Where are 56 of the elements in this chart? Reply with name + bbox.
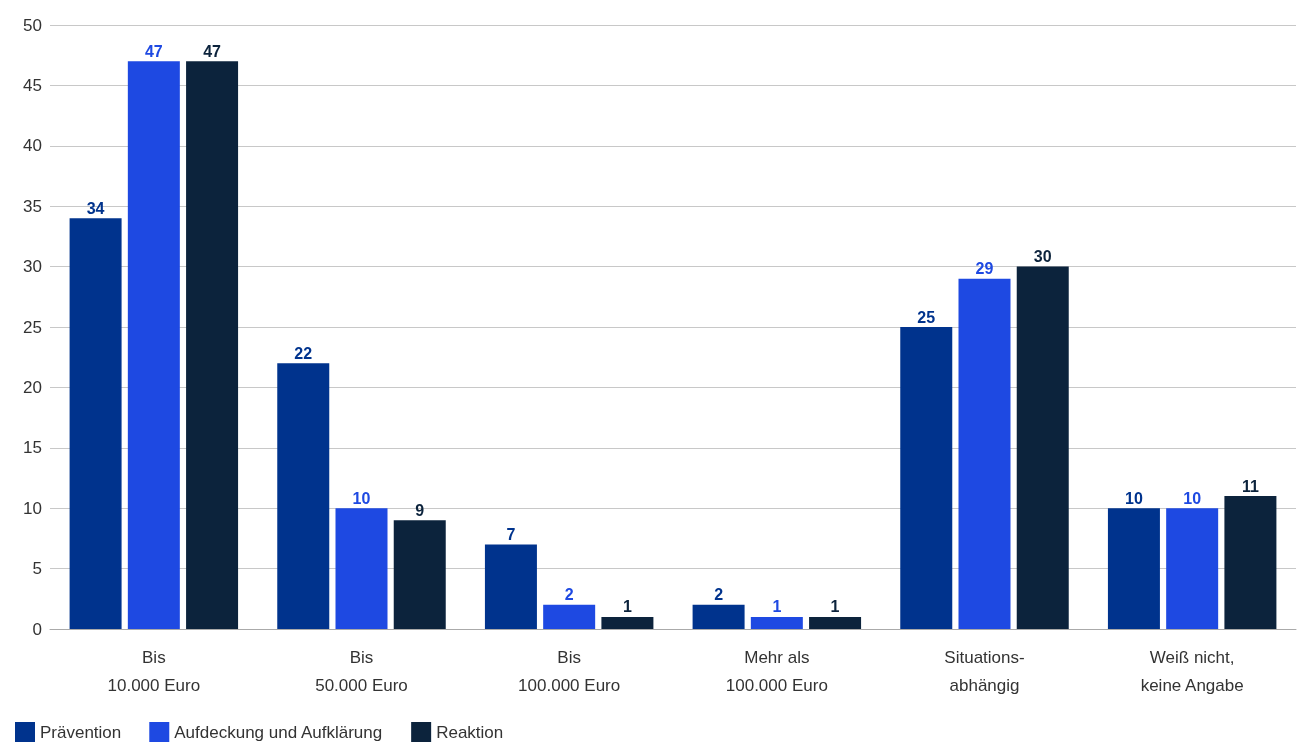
bar	[809, 616, 862, 629]
x-tick-label: Weiß nicht, keine Angabe	[1140, 647, 1244, 695]
y-tick-label: 50	[23, 15, 42, 35]
bar	[1166, 508, 1219, 629]
data-label: 1	[772, 598, 782, 616]
bar	[335, 508, 388, 629]
y-tick-label: 35	[23, 196, 42, 216]
bar	[750, 616, 803, 629]
data-label: 1	[830, 598, 840, 616]
legend-label: Prävention	[40, 722, 122, 742]
data-label: 10	[1125, 489, 1143, 507]
x-tick-label: Bis 50.000 Euro	[315, 647, 408, 695]
x-tick-label: Mehr als 100.000 Euro	[725, 647, 828, 695]
bar	[1016, 266, 1069, 629]
legend-label: Reaktion	[436, 722, 504, 742]
bar	[186, 61, 239, 629]
y-tick-label: 20	[23, 377, 42, 397]
x-tick-label: Bis 10.000 Euro	[107, 647, 201, 695]
y-tick-label: 15	[23, 438, 42, 458]
data-label: 2	[564, 586, 574, 604]
x-tick-label: Bis 100.000 Euro	[518, 647, 621, 695]
bar	[958, 278, 1011, 629]
y-tick-label: 45	[23, 75, 42, 95]
data-label: 9	[415, 501, 425, 519]
bar	[127, 61, 180, 629]
x-tick-label: Situations- abhängig	[944, 647, 1025, 695]
bar	[1107, 508, 1160, 629]
data-label: 25	[917, 308, 936, 326]
data-label: 2	[714, 586, 724, 604]
y-tick-label: 40	[23, 136, 42, 156]
bar	[900, 327, 953, 629]
bar	[277, 363, 330, 629]
bar	[1224, 496, 1277, 629]
data-label: 11	[1241, 477, 1259, 495]
y-tick-label: 25	[23, 317, 42, 337]
legend-label: Aufdeckung und Aufklärung	[174, 722, 383, 742]
bar	[601, 616, 654, 629]
bar	[69, 218, 122, 629]
data-label: 34	[86, 199, 105, 217]
y-tick-label: 10	[23, 498, 42, 518]
data-label: 10	[1183, 489, 1202, 507]
data-label: 47	[203, 42, 222, 60]
bar	[692, 604, 745, 629]
data-label: 10	[352, 489, 371, 507]
bar	[393, 520, 446, 629]
y-tick-label: 5	[32, 559, 42, 579]
data-label: 22	[294, 344, 313, 362]
data-label: 47	[144, 42, 163, 60]
y-tick-label: 30	[23, 257, 42, 277]
data-label: 30	[1033, 248, 1052, 266]
bar	[543, 604, 596, 629]
data-label: 1	[622, 598, 632, 616]
data-label: 29	[975, 260, 994, 278]
y-tick-label: 0	[32, 619, 42, 639]
data-label: 7	[506, 525, 516, 543]
bar	[484, 544, 537, 629]
